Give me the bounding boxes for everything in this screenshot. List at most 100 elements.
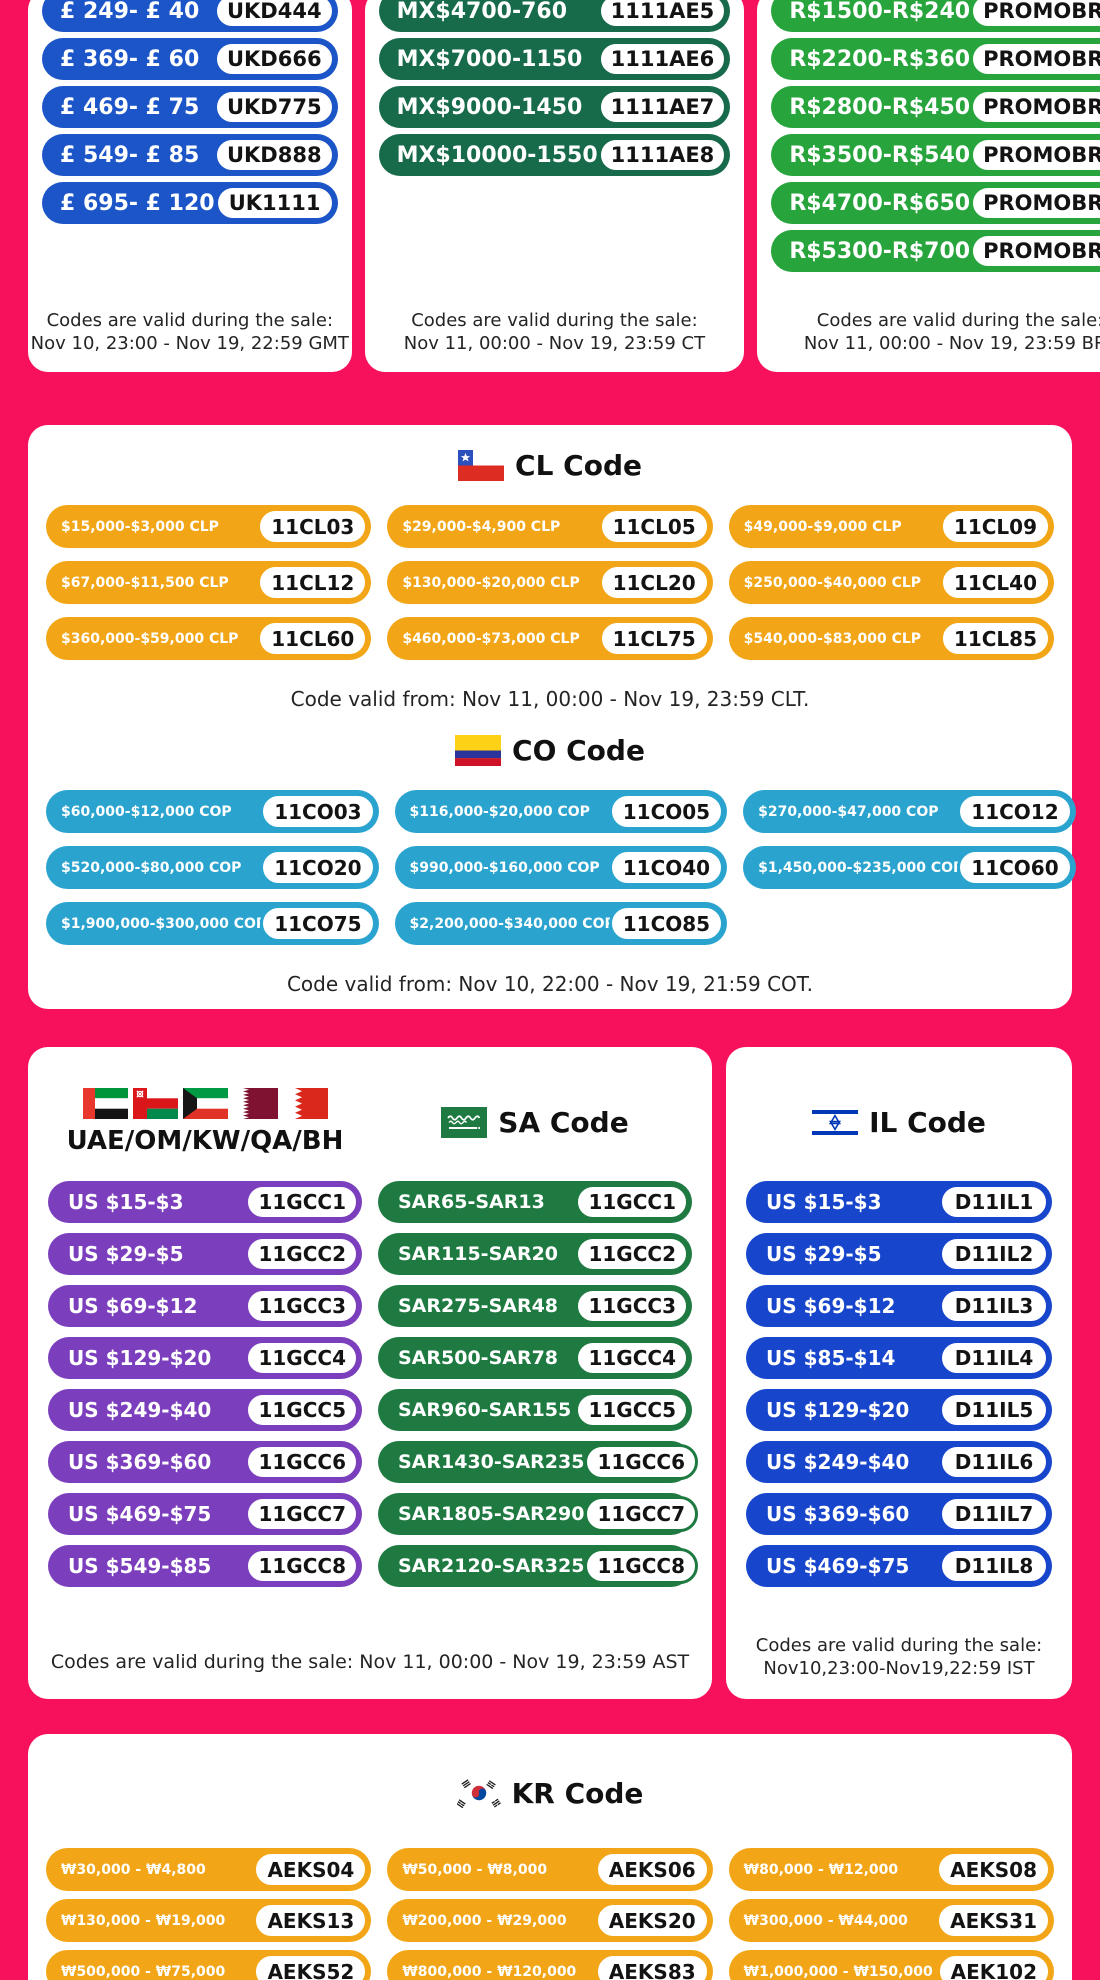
coupon-code-chip: 11CO12 [957, 793, 1073, 831]
coupon-pill[interactable]: $990,000-$160,000 COP 11CO40 [394, 846, 728, 890]
coupon-code-chip: UKD775 [213, 89, 335, 125]
gcc-header: UAE/OM/KW/QA/BH [48, 1063, 362, 1181]
coupon-pill[interactable]: US $29-$5 D11IL2 [746, 1233, 1052, 1275]
validity-line: Codes are valid during the sale: [46, 309, 334, 331]
sa-coupon-list: SAR65-SAR13 11GCC1 SAR115-SAR20 11GCC2 SAR27… [378, 1181, 698, 1587]
coupon-code-chip: 11GCC6 [245, 1444, 359, 1480]
gcc-section-title: UAE/OM/KW/QA/BH [66, 1126, 344, 1156]
coupon-pill[interactable]: $520,000-$80,000 COP 11CO20 [46, 846, 379, 890]
coupon-pill[interactable]: £ 695- £ 120 UK1111 [42, 182, 338, 224]
coupon-pill[interactable]: $1,900,000-$300,000 COP 11CO75 [46, 902, 379, 946]
coupon-pill[interactable]: R$2200-R$360PROMOBR06 [771, 38, 1100, 80]
coupon-pill[interactable]: US $15-$3 D11IL1 [746, 1181, 1052, 1223]
co-coupon-grid: $60,000-$12,000 COP 11CO03 $116,000-$20,00… [46, 790, 1076, 946]
coupon-pill[interactable]: US $369-$60 11GCC6 [48, 1441, 362, 1483]
coupon-pill[interactable]: SAR65-SAR13 11GCC1 [378, 1181, 692, 1223]
coupon-pill[interactable]: SAR115-SAR20 11GCC2 [378, 1233, 692, 1275]
validity-line: Codes are valid during the sale: [816, 309, 1100, 331]
coupon-pill[interactable]: $116,000-$20,000 COP 11CO05 [394, 790, 728, 834]
coupon-pill[interactable]: MX$4700-760 1111AE5 [378, 0, 731, 32]
coupon-pill[interactable]: R$5300-R$700PROMOBR10 [771, 230, 1100, 272]
coupon-discount-label: $520,000-$80,000 COP [61, 859, 242, 876]
coupon-pill[interactable]: SAR2120-SAR325 11GCC8 [378, 1545, 698, 1587]
kr-codes-card: KR Code ₩30,000 - ₩4,800 AEKS04 ₩50,000 - … [28, 1734, 1072, 1980]
cl-header: CL Code [46, 445, 1054, 485]
cl-section-title: CL Code [515, 448, 642, 482]
coupon-pill[interactable]: ₩200,000 - ₩29,000 AEKS20 [387, 1899, 713, 1942]
coupon-pill[interactable]: US $469-$75 11GCC7 [48, 1493, 362, 1535]
coupon-pill[interactable]: US $469-$75 D11IL8 [746, 1545, 1052, 1587]
coupon-pill[interactable]: SAR960-SAR155 11GCC5 [378, 1389, 692, 1431]
coupon-discount-label: $460,000-$73,000 CLP [402, 630, 580, 647]
saudi-arabia-flag-icon [441, 1106, 488, 1138]
coupon-discount-label: US $15-$3 [68, 1190, 184, 1214]
coupon-pill[interactable]: SAR275-SAR48 11GCC3 [378, 1285, 692, 1327]
coupon-pill[interactable]: ₩50,000 - ₩8,000 AEKS06 [387, 1848, 713, 1891]
coupon-discount-label: SAR275-SAR48 [398, 1295, 559, 1317]
coupon-pill[interactable]: US $369-$60 D11IL7 [746, 1493, 1052, 1535]
coupon-pill[interactable]: $460,000-$73,000 CLP 11CL75 [387, 617, 713, 660]
coupon-pill[interactable]: ₩30,000 - ₩4,800 AEKS04 [46, 1848, 372, 1891]
coupon-pill[interactable]: $67,000-$11,500 CLP 11CL12 [46, 561, 372, 604]
coupon-pill[interactable]: $540,000-$83,000 CLP 11CL85 [728, 617, 1054, 660]
il-validity-text: Codes are valid during the sale: Nov10,2… [726, 1634, 1072, 1682]
coupon-pill[interactable]: US $69-$12 D11IL3 [746, 1285, 1052, 1327]
coupon-pill[interactable]: £ 549- £ 85 UKD888 [42, 134, 338, 176]
coupon-pill[interactable]: $49,000-$9,000 CLP 11CL09 [728, 505, 1054, 548]
coupon-pill[interactable]: US $129-$20 11GCC4 [48, 1337, 362, 1379]
coupon-pill[interactable]: MX$10000-1550 1111AE8 [378, 134, 731, 176]
coupon-pill[interactable]: R$1500-R$240PROMOBR05 [771, 0, 1100, 32]
coupon-code-chip: 11CL12 [257, 564, 369, 601]
coupon-pill[interactable]: $60,000-$12,000 COP 11CO03 [46, 790, 379, 834]
coupon-pill[interactable]: R$3500-R$540PROMOBR08 [771, 134, 1100, 176]
coupon-pill[interactable]: $360,000-$59,000 CLP 11CL60 [46, 617, 372, 660]
coupon-pill[interactable]: $15,000-$3,000 CLP 11CL03 [46, 505, 372, 548]
coupon-code-chip: 11GCC8 [584, 1548, 698, 1584]
coupon-code-chip: 11GCC2 [245, 1236, 359, 1272]
coupon-pill[interactable]: US $249-$40 11GCC5 [48, 1389, 362, 1431]
coupon-pill[interactable]: R$4700-R$650PROMOBR09 [771, 182, 1100, 224]
coupon-pill[interactable]: SAR1805-SAR290 11GCC7 [378, 1493, 698, 1535]
coupon-discount-label: R$4700-R$650 [789, 190, 971, 216]
coupon-pill[interactable]: ₩300,000 - ₩44,000 AEKS31 [728, 1899, 1054, 1942]
coupon-pill[interactable]: SAR500-SAR78 11GCC4 [378, 1337, 692, 1379]
mx-coupon-list: MX$4700-760 1111AE5 MX$7000-1150 1111AE6 MX$… [378, 0, 731, 176]
coupon-code-chip: PROMOBR09 [970, 185, 1100, 221]
coupon-pill[interactable]: $130,000-$20,000 CLP 11CL20 [387, 561, 713, 604]
coupon-pill[interactable]: MX$9000-1450 1111AE7 [378, 86, 731, 128]
coupon-pill[interactable]: $250,000-$40,000 CLP 11CL40 [728, 561, 1054, 604]
coupon-pill[interactable]: ₩130,000 - ₩19,000 AEKS13 [46, 1899, 372, 1942]
coupon-pill[interactable]: US $549-$85 11GCC8 [48, 1545, 362, 1587]
coupon-pill[interactable]: US $29-$5 11GCC2 [48, 1233, 362, 1275]
coupon-pill[interactable]: US $129-$20 D11IL5 [746, 1389, 1052, 1431]
coupon-code-chip: D11IL2 [939, 1236, 1049, 1272]
coupon-discount-label: MX$7000-1150 [396, 46, 583, 72]
mx-codes-card: MX$4700-760 1111AE5 MX$7000-1150 1111AE6 MX$… [364, 0, 745, 372]
coupon-pill[interactable]: US $249-$40 D11IL6 [746, 1441, 1052, 1483]
coupon-code-chip: 11GCC2 [575, 1236, 689, 1272]
kr-header: KR Code [46, 1772, 1054, 1814]
coupon-pill[interactable]: £ 249- £ 40 UKD444 [42, 0, 338, 32]
coupon-pill[interactable]: $1,450,000-$235,000 COP 11CO60 [743, 846, 1076, 890]
coupon-pill[interactable]: MX$7000-1150 1111AE6 [378, 38, 731, 80]
coupon-pill[interactable]: £ 369- £ 60 UKD666 [42, 38, 338, 80]
coupon-pill[interactable]: ₩1,000,000 - ₩150,000 AEK102 [728, 1950, 1054, 1980]
coupon-pill[interactable]: £ 469- £ 75 UKD775 [42, 86, 338, 128]
coupon-pill[interactable]: ₩80,000 - ₩12,000 AEKS08 [728, 1848, 1054, 1891]
coupon-discount-label: $67,000-$11,500 CLP [61, 574, 229, 591]
coupon-pill[interactable]: $29,000-$4,900 CLP 11CL05 [387, 505, 713, 548]
coupon-pill[interactable]: US $85-$14 D11IL4 [746, 1337, 1052, 1379]
coupon-pill[interactable]: US $69-$12 11GCC3 [48, 1285, 362, 1327]
il-coupon-list: US $15-$3 D11IL1 US $29-$5 D11IL2 US $69-$12… [746, 1181, 1052, 1587]
coupon-pill[interactable]: $270,000-$47,000 COP 11CO12 [743, 790, 1076, 834]
coupon-pill[interactable]: $2,200,000-$340,000 COP 11CO85 [394, 902, 728, 946]
coupon-discount-label: ₩130,000 - ₩19,000 [61, 1912, 226, 1929]
coupon-discount-label: ₩300,000 - ₩44,000 [743, 1912, 908, 1929]
coupon-pill[interactable]: SAR1430-SAR235 11GCC6 [378, 1441, 698, 1483]
coupon-code-chip: D11IL3 [939, 1288, 1049, 1324]
coupon-pill[interactable]: ₩500,000 - ₩75,000 AEKS52 [46, 1950, 372, 1980]
coupon-pill[interactable]: R$2800-R$450PROMOBR07 [771, 86, 1100, 128]
coupon-pill[interactable]: ₩800,000 - ₩120,000 AEKS83 [387, 1950, 713, 1980]
coupon-pill[interactable]: US $15-$3 11GCC1 [48, 1181, 362, 1223]
coupon-discount-label: US $69-$12 [766, 1294, 896, 1318]
